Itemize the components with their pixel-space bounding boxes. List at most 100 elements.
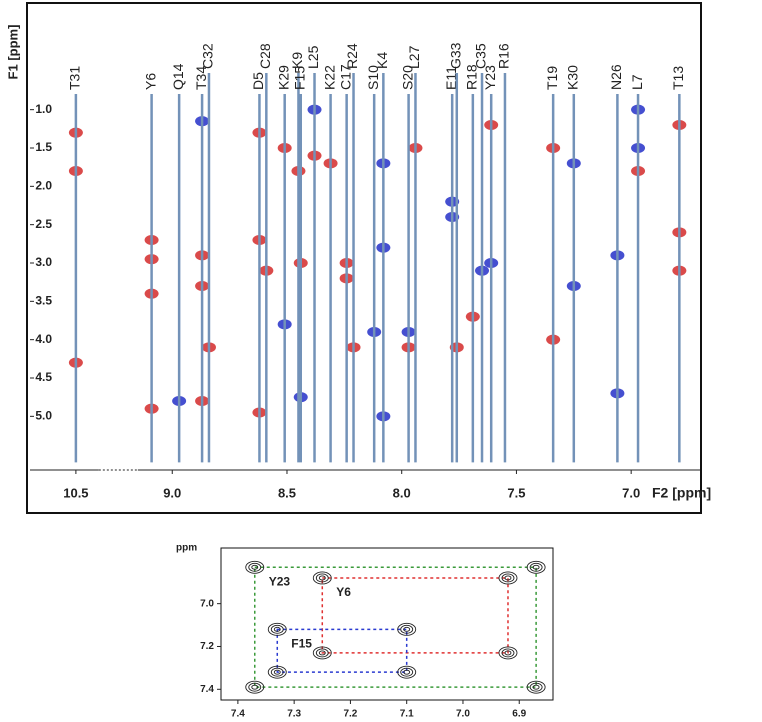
residue-label: Y6 [142, 73, 158, 90]
x-tick-label: 9.0 [163, 485, 181, 500]
x-tick-label: 7.0 [622, 485, 640, 500]
y-tick-label: 7.4 [200, 684, 214, 695]
y-tick-label: 7.2 [200, 641, 214, 652]
residue-label: L7 [629, 74, 645, 90]
contour [400, 624, 414, 634]
bottom-frame [220, 547, 554, 701]
contour [400, 667, 414, 677]
y-axis-label: ppm [176, 543, 197, 554]
x-tick-label: 8.5 [278, 485, 296, 500]
cross-peak [267, 622, 287, 636]
contour [270, 624, 284, 634]
cross-peak [498, 646, 518, 660]
spin-system-box [254, 566, 537, 688]
contour [267, 622, 287, 636]
cross-peak [526, 560, 546, 574]
residue-label: K29 [275, 65, 291, 90]
contour [248, 682, 262, 692]
residue-label: K4 [374, 52, 390, 69]
y-tick-label: 3.5 [35, 294, 52, 308]
contour [504, 575, 512, 581]
spin-system-label: F15 [291, 637, 312, 651]
residue-label: T31 [67, 66, 83, 90]
residue-label: C35 [473, 43, 489, 69]
x-tick-label: 7.1 [400, 709, 414, 720]
residue-label: T13 [670, 66, 686, 90]
cross-peak [312, 571, 332, 585]
y-tick-label: 2.0 [35, 179, 52, 193]
y-tick-label: 2.5 [35, 217, 52, 231]
residue-label: K22 [321, 65, 337, 90]
x-tick-label: 8.0 [393, 485, 411, 500]
x-tick-label: 7.3 [287, 709, 301, 720]
contour [267, 665, 287, 679]
residue-label: K30 [565, 65, 581, 90]
contour [245, 560, 265, 574]
contour [526, 680, 546, 694]
top-frame [26, 2, 702, 514]
residue-label: E11 [443, 66, 459, 90]
contour [403, 626, 411, 632]
cross-peak [526, 680, 546, 694]
contour [312, 571, 332, 585]
contour [251, 564, 259, 570]
contour [315, 648, 329, 658]
x-tick-label: 10.5 [63, 485, 88, 500]
cross-peak [397, 665, 417, 679]
x-tick-label: 7.2 [343, 709, 357, 720]
contour [532, 684, 540, 690]
cross-peak [267, 665, 287, 679]
contour [529, 682, 543, 692]
contour [251, 684, 259, 690]
residue-label: Y23 [482, 65, 498, 90]
contour [529, 562, 543, 572]
x-tick-label: 6.9 [512, 709, 526, 720]
x-axis-label: F2 [ppm] [652, 485, 711, 501]
residue-label: N26 [608, 64, 624, 90]
x-tick-label: 7.5 [507, 485, 525, 500]
contour [403, 669, 411, 675]
contour [397, 665, 417, 679]
residue-label: L27 [406, 45, 422, 69]
residue-label: G33 [447, 42, 463, 69]
contour [498, 571, 518, 585]
residue-label: C32 [200, 43, 216, 69]
contour [498, 646, 518, 660]
residue-label: T19 [544, 66, 560, 90]
contour [245, 680, 265, 694]
x-tick-label: 7.0 [456, 709, 470, 720]
cross-peak [498, 571, 518, 585]
contour [501, 573, 515, 583]
y-tick-label: 5.0 [35, 409, 52, 423]
residue-label: C28 [257, 43, 273, 69]
contour [312, 646, 332, 660]
contour [318, 650, 326, 656]
contour [532, 564, 540, 570]
y-tick-label: 4.5 [35, 370, 52, 384]
spin-system-label: Y6 [336, 585, 351, 599]
cross-peak [245, 680, 265, 694]
residue-label: C17 [337, 64, 353, 90]
spin-system-label: Y23 [269, 574, 291, 588]
spin-system-box [276, 628, 408, 673]
residue-label: R16 [496, 43, 512, 69]
contour [397, 622, 417, 636]
residue-label: K9 [289, 52, 305, 69]
residue-label: T34 [193, 66, 209, 90]
residue-label: S20 [399, 65, 415, 90]
contour [318, 575, 326, 581]
residue-label: R18 [464, 64, 480, 90]
contour [504, 650, 512, 656]
residue-label: D5 [250, 72, 266, 90]
contour [270, 667, 284, 677]
y-axis-label: F1 [ppm] [5, 25, 20, 80]
cross-peak [312, 646, 332, 660]
contour [248, 562, 262, 572]
y-tick-label: 1.0 [35, 102, 52, 116]
contour [501, 648, 515, 658]
contour [526, 560, 546, 574]
residue-label: F15 [291, 66, 307, 90]
contour [273, 626, 281, 632]
contour [315, 573, 329, 583]
